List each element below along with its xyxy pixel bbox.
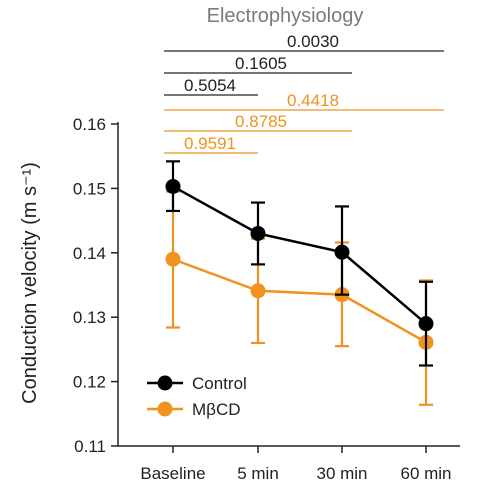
data-point (418, 316, 434, 332)
x-tick-label: 30 min (316, 464, 367, 483)
p-value-label: 0.5054 (184, 76, 236, 95)
data-point (165, 178, 181, 194)
y-tick-label: 0.16 (73, 115, 106, 134)
series-control (165, 160, 434, 367)
data-point (250, 225, 266, 241)
series-m-cd (165, 190, 434, 406)
data-point (334, 244, 350, 260)
p-value-label: 0.8785 (235, 112, 287, 131)
y-tick-label: 0.12 (73, 373, 106, 392)
data-point (165, 251, 181, 267)
p-value-label: 0.9591 (184, 134, 236, 153)
series-line (172, 258, 427, 344)
series-layer (165, 160, 434, 406)
legend-label: MβCD (192, 400, 241, 419)
x-tick-label: 5 min (237, 464, 279, 483)
legend-label: Control (192, 374, 247, 393)
data-point (250, 283, 266, 299)
p-value-label: 0.1605 (235, 54, 287, 73)
axes: 0.11 0.12 0.13 0.14 0.15 0.16 Baseline 5 min 30 … (73, 115, 460, 483)
chart-title: Electrophysiology (207, 5, 364, 27)
p-value-label: 0.0030 (287, 32, 339, 51)
legend-marker (157, 401, 173, 417)
y-tick-label: 0.11 (74, 437, 106, 456)
x-tick-label: Baseline (140, 464, 205, 483)
legend: Control MβCD (147, 374, 247, 419)
y-tick-label: 0.13 (73, 308, 106, 327)
y-tick-label: 0.15 (73, 179, 106, 198)
legend-marker (157, 375, 173, 391)
x-tick-label: 60 min (400, 464, 451, 483)
y-axis-title: Conduction velocity (m s⁻¹) (19, 162, 41, 404)
p-value-label: 0.4418 (287, 91, 339, 110)
y-tick-label: 0.14 (73, 244, 106, 263)
series-line (172, 185, 427, 325)
